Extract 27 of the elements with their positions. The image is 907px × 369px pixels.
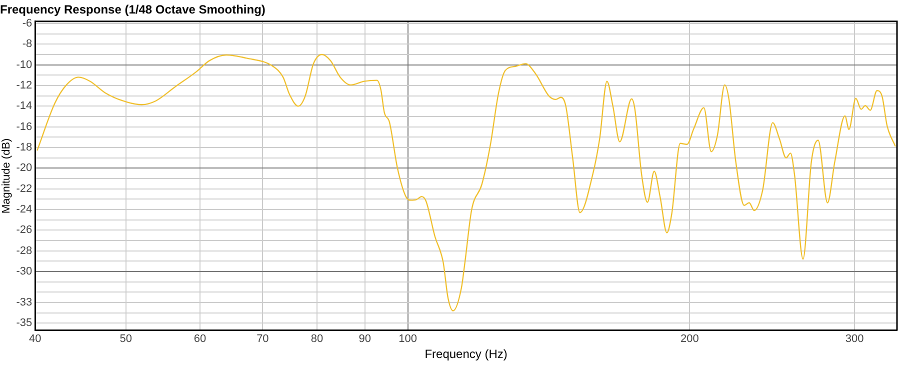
y-tick-label: -16 (16, 120, 32, 133)
x-tick-label: 100 (398, 333, 417, 346)
chart-title: Frequency Response (1/48 Octave Smoothing) (0, 2, 266, 17)
x-axis-title: Frequency (Hz) (424, 347, 508, 362)
y-tick-label: -24 (16, 204, 32, 216)
y-tick-label: -28 (16, 244, 32, 257)
y-tick-label: -8 (22, 38, 32, 50)
y-tick-label: -20 (16, 162, 32, 174)
y-tick-label: -10 (16, 58, 32, 71)
y-tick-label: -33 (16, 296, 32, 309)
x-tick-label: 90 (358, 333, 372, 346)
x-tick-label: 60 (194, 333, 206, 346)
y-tick-label: -6 (22, 18, 32, 30)
y-tick-label: -35 (16, 317, 32, 330)
x-tick-label: 40 (28, 333, 42, 346)
y-tick-label: -22 (16, 182, 32, 195)
x-tick-label: 300 (845, 333, 864, 346)
y-tick-label: -12 (16, 80, 32, 92)
y-tick-label: -18 (16, 142, 32, 154)
y-tick-label: -26 (16, 224, 32, 236)
y-tick-label: -14 (16, 100, 32, 112)
x-tick-label: 50 (120, 333, 132, 346)
y-tick-label: -30 (16, 266, 32, 278)
x-tick-label: 200 (680, 333, 699, 346)
x-tick-label: 70 (256, 333, 269, 346)
y-axis-title: Magnitude (dB) (0, 138, 13, 214)
x-tick-label: 80 (310, 333, 324, 346)
